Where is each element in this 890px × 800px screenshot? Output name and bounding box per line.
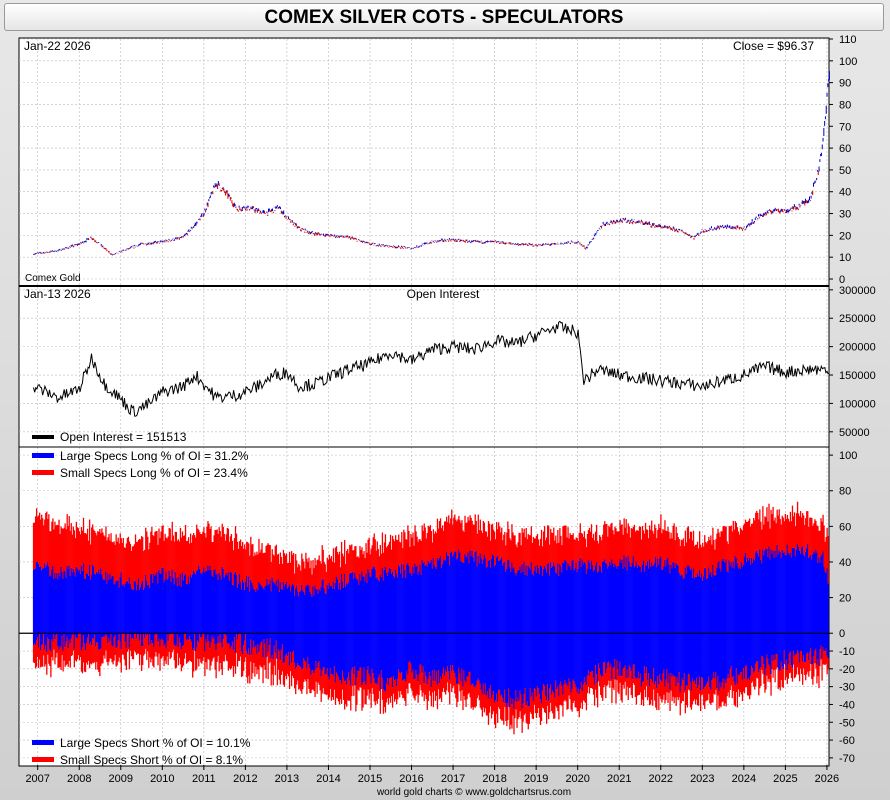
price-tick-label: 110	[839, 34, 857, 46]
price-tick-label: 50	[839, 165, 851, 177]
x-tick-label: 2012	[233, 773, 257, 785]
price-tick-label: 10	[839, 252, 851, 264]
cots-tick-label: -30	[839, 682, 855, 694]
cots-tick-label: 100	[839, 450, 857, 462]
chart-title: COMEX SILVER COTS - SPECULATORS	[264, 7, 624, 28]
price-tick-label: 70	[839, 121, 851, 133]
x-tick-label: 2023	[690, 773, 714, 785]
oi-tick-label: 100000	[839, 398, 876, 410]
x-tick-label: 2021	[607, 773, 631, 785]
oi-date-label: Jan-13 2026	[24, 287, 91, 301]
x-tick-label: 2009	[109, 773, 133, 785]
x-tick-label: 2015	[358, 773, 382, 785]
cots-tick-label: 20	[839, 593, 851, 605]
small-short-legend-swatch	[32, 757, 54, 762]
cots-tick-label: 60	[839, 521, 851, 533]
oi-legend-label: Open Interest = 151513	[60, 430, 187, 444]
footer-credit: world gold charts © www.goldchartsrus.co…	[376, 787, 571, 798]
price-tick-label: 100	[839, 56, 857, 68]
price-tick-label: 30	[839, 209, 851, 221]
price-series-label: Comex Gold	[25, 273, 81, 284]
price-tick-label: 80	[839, 99, 851, 111]
open-interest-series	[33, 320, 829, 417]
oi-tick-label: 250000	[839, 313, 876, 325]
price-tick-label: 40	[839, 187, 851, 199]
large-long-legend-swatch	[32, 453, 54, 458]
x-tick-label: 2016	[399, 773, 423, 785]
price-tick-label: 90	[839, 78, 851, 90]
price-series	[33, 71, 830, 256]
oi-tick-label: 150000	[839, 370, 876, 382]
x-tick-label: 2026	[815, 773, 839, 785]
x-axis: 2007 2008 2009 2010 2011 2012 2013 2014 2015 2016…	[25, 765, 839, 785]
x-tick-label: 2010	[150, 773, 174, 785]
cots-tick-label: -20	[839, 664, 855, 676]
x-tick-label: 2025	[773, 773, 797, 785]
price-date-label: Jan-22 2026	[24, 39, 91, 53]
cots-tick-label: 80	[839, 486, 851, 498]
open-interest-panel: Jan-13 2026 Open Interest Open Interest …	[24, 287, 829, 444]
price-tick-label: 20	[839, 230, 851, 242]
y-axis: 0 10 20 30 40 50 60 70 80 90 100 110 50000 100000 1500…	[829, 34, 876, 765]
x-tick-label: 2013	[275, 773, 299, 785]
open-interest-line	[33, 320, 829, 417]
x-tick-label: 2017	[441, 773, 465, 785]
large-short-legend-label: Large Specs Short % of OI = 10.1%	[60, 736, 251, 750]
small-long-legend-swatch	[32, 470, 54, 475]
cots-tick-label: -10	[839, 646, 855, 658]
x-tick-label: 2008	[67, 773, 91, 785]
cots-tick-label: -40	[839, 699, 855, 711]
small-short-legend-label: Small Specs Short % of OI = 8.1%	[60, 753, 243, 767]
x-tick-label: 2018	[482, 773, 506, 785]
cots-tick-label: -70	[839, 753, 855, 765]
cots-panel: Large Specs Long % of OI = 31.2% Small S…	[19, 449, 829, 767]
x-tick-label: 2024	[732, 773, 756, 785]
close-label: Close = $96.37	[733, 39, 814, 53]
small-long-legend-label: Small Specs Long % of OI = 23.4%	[60, 466, 248, 480]
large-short-legend-swatch	[32, 740, 54, 745]
oi-tick-label: 300000	[839, 285, 876, 297]
x-tick-label: 2019	[524, 773, 548, 785]
large-long-legend-label: Large Specs Long % of OI = 31.2%	[60, 449, 249, 463]
cots-tick-label: 40	[839, 557, 851, 569]
x-tick-label: 2020	[565, 773, 589, 785]
price-tick-label: 60	[839, 143, 851, 155]
oi-legend-swatch	[32, 435, 54, 439]
cots-tick-label: -60	[839, 735, 855, 747]
cots-tick-label: 0	[839, 628, 845, 640]
x-tick-label: 2022	[649, 773, 673, 785]
price-tick-label: 0	[839, 274, 845, 286]
oi-tick-label: 50000	[839, 427, 870, 439]
x-tick-label: 2014	[316, 773, 340, 785]
chart-title-bar: COMEX SILVER COTS - SPECULATORS	[4, 3, 884, 31]
cots-tick-label: -50	[839, 717, 855, 729]
cots-series	[19, 501, 829, 735]
price-panel: Jan-22 2026 Close = $96.37 Comex Gold	[24, 39, 830, 284]
x-tick-label: 2011	[192, 773, 216, 785]
oi-tick-label: 200000	[839, 342, 876, 354]
oi-title: Open Interest	[407, 287, 480, 301]
x-tick-label: 2007	[25, 773, 49, 785]
